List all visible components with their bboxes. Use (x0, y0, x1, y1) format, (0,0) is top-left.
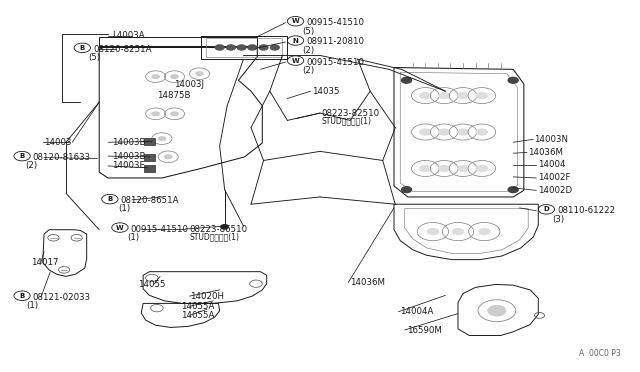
Circle shape (478, 228, 491, 235)
Text: 14875B: 14875B (157, 91, 191, 100)
Circle shape (227, 45, 236, 50)
Text: (5): (5) (303, 26, 315, 36)
Text: 14003: 14003 (44, 138, 72, 147)
Text: W: W (292, 18, 300, 24)
Text: 00915-41510: 00915-41510 (306, 58, 364, 67)
Circle shape (419, 165, 431, 172)
Text: L4003A: L4003A (112, 31, 145, 40)
Circle shape (508, 77, 518, 83)
Text: 08110-61222: 08110-61222 (557, 206, 615, 215)
Text: 14035: 14035 (312, 87, 340, 96)
Circle shape (476, 92, 488, 99)
Text: A  00C0 P3: A 00C0 P3 (579, 349, 621, 358)
Text: 14017: 14017 (31, 258, 59, 267)
Text: B: B (108, 196, 113, 202)
Text: 14055A: 14055A (180, 302, 214, 311)
Text: 00915-41510: 00915-41510 (306, 18, 364, 27)
Circle shape (457, 165, 469, 172)
Circle shape (157, 136, 166, 141)
Circle shape (427, 228, 439, 235)
Text: B: B (19, 153, 25, 159)
Text: N: N (292, 38, 298, 44)
Text: 14020H: 14020H (189, 292, 223, 301)
Text: 14036M: 14036M (528, 148, 563, 157)
Circle shape (457, 128, 469, 136)
Circle shape (237, 45, 246, 50)
Text: (2): (2) (303, 66, 315, 75)
Text: 14055A: 14055A (180, 311, 214, 320)
Circle shape (419, 128, 431, 136)
Circle shape (476, 128, 488, 136)
Circle shape (221, 225, 228, 229)
Circle shape (401, 187, 412, 193)
Text: 14003N: 14003N (534, 135, 568, 144)
Text: 08223-82510: 08223-82510 (321, 109, 380, 118)
Text: 14004: 14004 (538, 160, 566, 169)
Text: (3): (3) (552, 215, 564, 224)
Text: 14003B: 14003B (112, 138, 145, 147)
Circle shape (438, 92, 451, 99)
Circle shape (271, 45, 279, 50)
Circle shape (452, 228, 464, 235)
Text: 14002F: 14002F (538, 173, 571, 183)
Circle shape (151, 111, 160, 116)
Bar (144, 138, 155, 145)
Text: 00915-41510: 00915-41510 (131, 225, 189, 234)
Circle shape (438, 165, 451, 172)
Text: B: B (19, 293, 25, 299)
Text: 08120-81633: 08120-81633 (33, 153, 91, 162)
Circle shape (508, 187, 518, 193)
Text: 14036M: 14036M (350, 278, 385, 287)
Circle shape (401, 77, 412, 83)
Text: 16590M: 16590M (406, 326, 442, 334)
Circle shape (457, 92, 469, 99)
Text: W: W (292, 58, 300, 64)
Text: 14004A: 14004A (400, 307, 434, 316)
Text: 08120-8251A: 08120-8251A (93, 45, 152, 54)
Circle shape (195, 71, 204, 76)
Text: (2): (2) (303, 46, 315, 55)
Bar (144, 154, 155, 161)
Text: STUDスタッド(1): STUDスタッド(1) (321, 116, 371, 126)
Text: STUDスタッド(1): STUDスタッド(1) (189, 232, 239, 241)
Circle shape (419, 92, 431, 99)
Circle shape (215, 45, 224, 50)
Text: (1): (1) (127, 233, 139, 242)
Text: 08223-86510: 08223-86510 (189, 225, 248, 234)
Circle shape (259, 45, 268, 50)
Circle shape (170, 111, 179, 116)
Text: D: D (543, 206, 549, 212)
Circle shape (170, 74, 179, 79)
Text: 08120-8651A: 08120-8651A (120, 196, 179, 205)
Circle shape (488, 305, 506, 316)
Text: (5): (5) (88, 53, 100, 62)
Text: 14003J: 14003J (175, 80, 205, 89)
Text: 08121-02033: 08121-02033 (33, 293, 91, 302)
Text: 08911-20810: 08911-20810 (306, 38, 364, 46)
Circle shape (248, 45, 257, 50)
Circle shape (151, 74, 160, 79)
Text: (1): (1) (26, 301, 38, 310)
Circle shape (164, 154, 173, 159)
Text: (1): (1) (118, 205, 130, 214)
Text: 14055: 14055 (138, 280, 166, 289)
Text: (2): (2) (25, 161, 37, 170)
Circle shape (476, 165, 488, 172)
Text: B: B (79, 45, 85, 51)
Bar (144, 165, 155, 172)
Text: 14003B: 14003B (112, 152, 145, 161)
Text: W: W (116, 225, 124, 231)
Text: 14002D: 14002D (538, 186, 572, 195)
Circle shape (438, 128, 451, 136)
Text: 14003E: 14003E (112, 161, 145, 170)
